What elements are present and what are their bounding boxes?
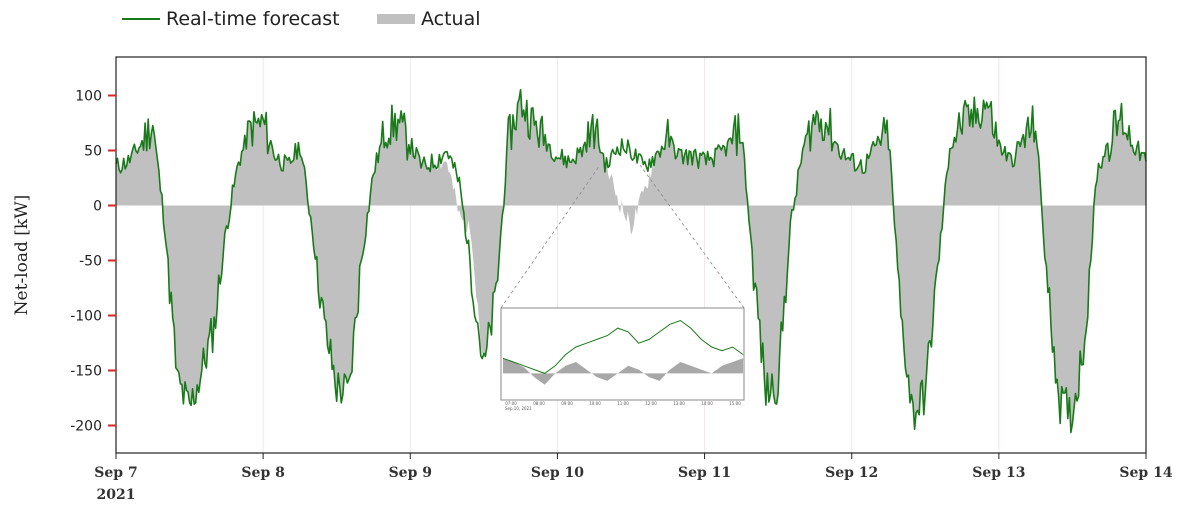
inset-x-tick-label: 07:00 <box>505 401 517 406</box>
x-tick-label: Sep 11 <box>678 465 731 481</box>
zoom-inset: 07:00 08:00 09:00 10:00 11:00 12:00 13:00 14:00… <box>500 164 745 411</box>
x-tick-label: Sep 9 <box>389 465 432 481</box>
inset-connector-left <box>500 164 601 309</box>
forecast-series-line <box>115 89 1147 434</box>
inset-x-tick-label: 13:00 <box>673 401 685 406</box>
plot-frame <box>115 56 1147 454</box>
y-tick-label: 100 <box>75 89 102 105</box>
y-ticks: 100 50 0 -50 -100 -150 -200 <box>70 89 116 435</box>
y-tick-label: 0 <box>93 199 102 215</box>
inset-x-tick-label: 14:00 <box>701 401 713 406</box>
y-tick-label: -200 <box>70 419 102 435</box>
x-ticks: Sep 7 Sep 8 Sep 9 Sep 10 Sep 11 Sep 12 Sep 13 S… <box>94 453 1173 481</box>
x-tick-label: Sep 14 <box>1119 465 1172 481</box>
legend-actual-label: Actual <box>421 8 481 30</box>
inset-frame <box>500 307 745 401</box>
x-tick-label: Sep 8 <box>241 465 284 481</box>
inset-x-tick-label: 08:00 <box>533 401 545 406</box>
inset-x-tick-label: 12:00 <box>645 401 657 406</box>
legend-actual-swatch <box>377 14 415 24</box>
inset-x-tick-label: 09:00 <box>561 401 573 406</box>
inset-date-label: Sep 10, 2021 <box>505 406 532 411</box>
y-tick-label: -100 <box>70 309 102 325</box>
legend-forecast-label: Real-time forecast <box>166 8 340 30</box>
inset-actual-area <box>503 358 743 385</box>
inset-x-tick-label: 11:00 <box>617 401 629 406</box>
x-year-label: 2021 <box>97 487 136 503</box>
x-tick-label: Sep 7 <box>94 465 137 481</box>
x-tick-label: Sep 13 <box>972 465 1025 481</box>
legend: Real-time forecast Actual <box>122 8 481 30</box>
x-tick-label: Sep 12 <box>825 465 878 481</box>
inset-forecast-line <box>502 319 744 374</box>
y-tick-label: 50 <box>84 144 102 160</box>
forecast-line-layer <box>115 89 1147 434</box>
y-tick-label: -50 <box>79 254 102 270</box>
x-tick-label: Sep 10 <box>531 465 584 481</box>
inset-x-tick-label: 15:00 <box>729 401 741 406</box>
inset-x-tick-label: 10:00 <box>589 401 601 406</box>
y-axis-label: Net-load [kW] <box>12 195 32 316</box>
y-tick-label: -150 <box>70 364 102 380</box>
